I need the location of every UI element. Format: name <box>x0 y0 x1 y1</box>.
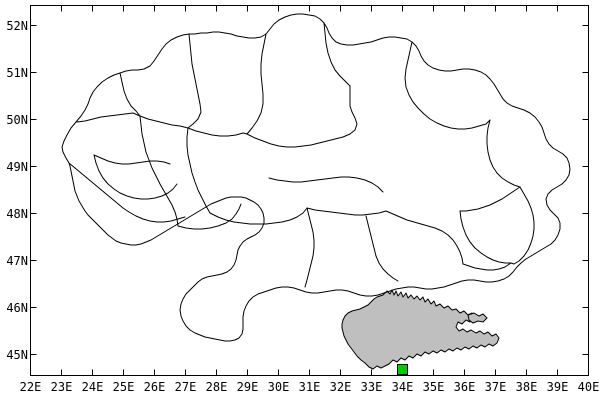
border-chernivtsi <box>177 203 242 230</box>
x-tick-label-37e: 37E <box>484 380 507 394</box>
border-vinnytsia-khmelnytskyi <box>186 127 211 214</box>
y-tick-label-45n: 45N <box>6 348 28 362</box>
oblast-boundaries[interactable] <box>61 13 571 342</box>
x-tick-label-36e: 36E <box>453 380 476 394</box>
x-tick-label-39e: 39E <box>546 380 569 394</box>
y-tick-label-52n: 52N <box>6 19 28 33</box>
border-zakarpattia-lviv <box>68 162 186 223</box>
border-volyn-lviv <box>76 112 141 123</box>
x-tick-label-23e: 23E <box>50 380 73 394</box>
x-tick-label-24e: 24E <box>81 380 104 394</box>
border-zaporizhzhia-donetsk <box>462 262 512 271</box>
x-tick-label-22e: 22E <box>19 380 42 394</box>
border-rivne-ternopil <box>139 115 189 129</box>
border-odesa-mykolaiv <box>304 207 315 288</box>
border-rivne-zhytomyr <box>187 33 202 129</box>
x-tick-label-34e: 34E <box>391 380 414 394</box>
y-tick-label-51n: 51N <box>6 66 28 80</box>
x-tick-label-28e: 28E <box>205 380 228 394</box>
highlighted-region-crimea[interactable] <box>341 289 500 370</box>
y-tick-label-49n: 49N <box>6 160 28 174</box>
x-tick-label-27e: 27E <box>174 380 197 394</box>
border-donetsk-luhansk <box>510 186 535 265</box>
border-cherkasy-kirovohrad <box>268 176 384 193</box>
x-tick-label-25e: 25E <box>112 380 135 394</box>
border-kharkiv-donetsk <box>459 186 521 212</box>
border-volyn-rivne <box>119 72 141 117</box>
y-tick-label-46n: 46N <box>6 301 28 315</box>
y-tick-label-47n: 47N <box>6 254 28 268</box>
border-lviv-ivano-frankivsk <box>93 154 178 200</box>
plot-frame <box>30 5 589 376</box>
x-tick-label-35e: 35E <box>422 380 445 394</box>
border-chernihiv-sumy <box>404 41 419 109</box>
border-zhytomyr-kyiv <box>246 33 267 135</box>
x-tick-label-29e: 29E <box>236 380 259 394</box>
crimea-outline <box>341 289 500 370</box>
x-tick-label-30e: 30E <box>267 380 290 394</box>
border-sumy-poltava <box>417 107 491 130</box>
border-kirovohrad-mykolaiv <box>306 207 387 216</box>
border-lviv-ternopil <box>93 154 171 165</box>
border-zhytomyr-vinnytsia <box>187 127 248 137</box>
x-tick-label-32e: 32E <box>329 380 352 394</box>
y-tick-label-50n: 50N <box>6 113 28 127</box>
border-khmelnytskyi-ternopil <box>139 115 179 227</box>
national-border <box>61 13 571 342</box>
x-tick-label-33e: 33E <box>360 380 383 394</box>
site-marker[interactable] <box>397 364 408 375</box>
border-dnipro-donetsk <box>459 210 512 264</box>
border-poltava-kharkiv <box>486 119 521 188</box>
y-tick-label-48n: 48N <box>6 207 28 221</box>
x-tick-label-40e: 40E <box>577 380 600 394</box>
border-kyiv-cherkasy <box>246 85 358 148</box>
x-tick-label-26e: 26E <box>143 380 166 394</box>
border-vinnytsia-odesa <box>209 207 308 225</box>
x-tick-label-31e: 31E <box>298 380 321 394</box>
border-kyiv-chernihiv <box>323 22 351 87</box>
border-dnipro-zaporizhzhia <box>385 210 464 265</box>
x-tick-label-38e: 38E <box>515 380 538 394</box>
kerch-lobe <box>467 312 488 324</box>
border-mykolaiv-kherson <box>365 215 399 282</box>
